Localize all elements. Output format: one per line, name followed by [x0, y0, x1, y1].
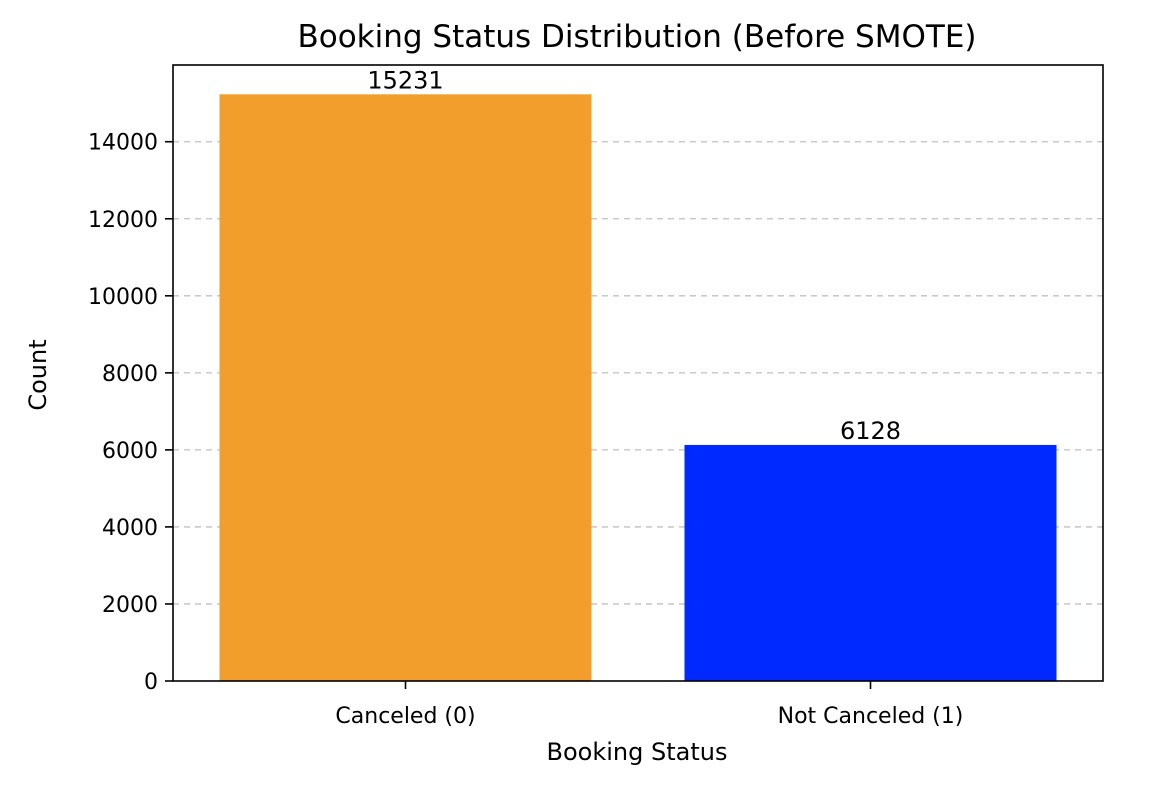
y-tick-label: 14000 — [88, 131, 158, 156]
x-axis-label: Booking Status — [547, 738, 728, 766]
y-tick-label: 12000 — [88, 208, 158, 233]
y-axis-label: Count — [24, 339, 52, 410]
bars — [219, 94, 1057, 681]
y-tick-label: 6000 — [102, 439, 158, 464]
data-labels: 15231 6128 — [367, 66, 901, 445]
bar-value-label: 6128 — [840, 417, 901, 445]
bar — [219, 94, 592, 681]
bar-value-label: 15231 — [367, 66, 443, 94]
y-tick-label: 8000 — [102, 362, 158, 387]
bar — [684, 444, 1057, 681]
x-tick-label: Not Canceled (1) — [778, 704, 964, 729]
y-tick-label: 0 — [144, 670, 158, 695]
x-tick-label: Canceled (0) — [335, 704, 475, 729]
y-tick-label: 4000 — [102, 516, 158, 541]
y-tick-label: 10000 — [88, 285, 158, 310]
y-tick-label: 2000 — [102, 593, 158, 618]
y-axis-ticks: 0 2000 4000 6000 8000 10000 12000 14000 — [88, 131, 173, 695]
chart-title: Booking Status Distribution (Before SMOT… — [297, 19, 976, 55]
x-axis-ticks: Canceled (0) Not Canceled (1) — [335, 681, 963, 729]
